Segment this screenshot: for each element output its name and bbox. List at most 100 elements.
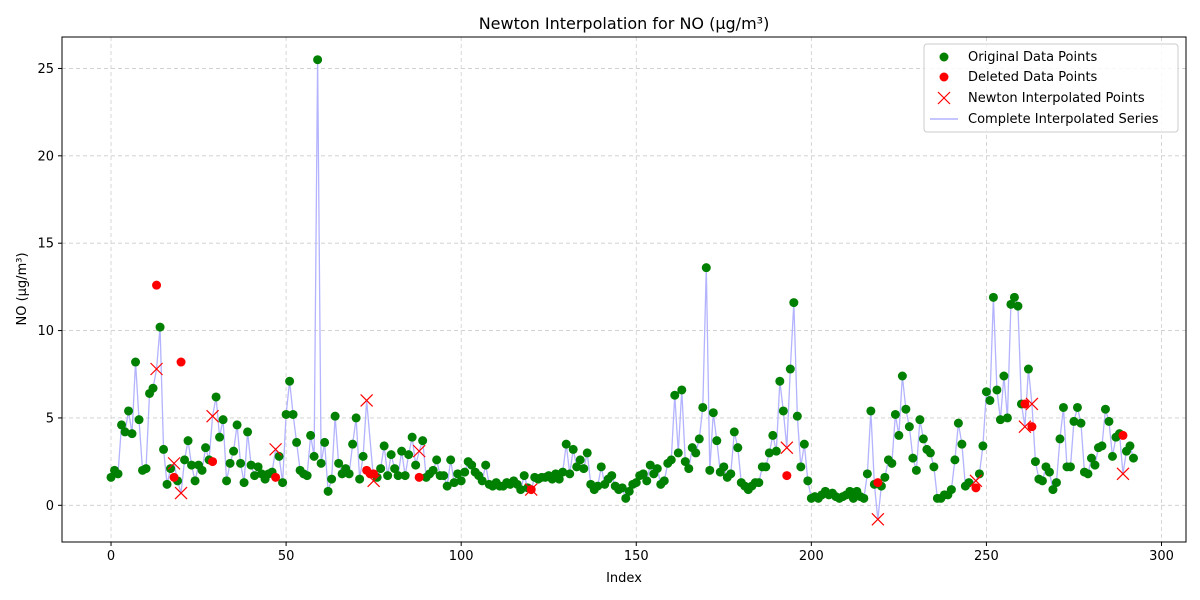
original-data-point: [925, 448, 935, 458]
original-data-point: [229, 446, 239, 456]
newton-interpolated-point: [367, 474, 381, 488]
interpolated-x-stroke: [174, 486, 188, 500]
original-data-point: [1055, 434, 1065, 444]
original-data-point: [803, 476, 813, 486]
original-data-point: [652, 464, 662, 474]
original-data-point: [1006, 299, 1016, 309]
newton-interpolated-point: [269, 442, 283, 456]
original-data-point: [778, 406, 788, 416]
original-data-point: [225, 458, 235, 468]
original-data-point: [449, 478, 459, 488]
original-data-point: [729, 427, 739, 437]
original-data-point: [243, 427, 253, 437]
original-data-point: [789, 298, 799, 308]
x-axis-label: Index: [606, 571, 642, 586]
original-data-point: [292, 437, 302, 447]
original-data-point: [127, 429, 137, 439]
original-data-point: [327, 474, 337, 484]
original-data-point: [985, 395, 995, 405]
original-data-point: [1030, 457, 1040, 467]
original-data-point: [460, 467, 470, 477]
original-data-point: [719, 462, 729, 472]
original-data-point: [358, 451, 368, 461]
original-data-point: [190, 476, 200, 486]
legend-deleted-label: Deleted Data Points: [968, 70, 1098, 85]
original-data-point: [1051, 478, 1061, 488]
original-data-point: [677, 385, 687, 395]
deleted-data-point: [1020, 399, 1030, 409]
newton-interpolated-point: [167, 456, 181, 470]
original-data-point: [428, 465, 438, 475]
original-data-point: [166, 464, 176, 474]
original-data-point: [1058, 402, 1068, 412]
original-data-point: [1128, 453, 1138, 463]
original-data-point: [1125, 441, 1135, 451]
legend-deleted-marker: [939, 72, 949, 82]
interpolated-x-stroke: [1018, 420, 1032, 434]
original-data-point: [477, 476, 487, 486]
original-data-point: [285, 376, 295, 386]
original-data-point: [278, 478, 288, 488]
deleted-data-point: [271, 472, 281, 482]
original-data-point: [446, 455, 456, 465]
original-data-point: [379, 441, 389, 451]
original-data-point: [572, 462, 582, 472]
original-data-point: [316, 458, 326, 468]
original-data-point: [565, 469, 575, 479]
original-data-point: [890, 409, 900, 419]
original-data-point: [453, 469, 463, 479]
original-data-point: [250, 471, 260, 481]
newton-interpolated-point: [524, 483, 538, 497]
original-data-point: [1072, 402, 1082, 412]
original-data-point: [344, 469, 354, 479]
original-data-point: [348, 439, 358, 449]
original-data-point: [201, 443, 211, 453]
x-tick-label: 50: [278, 549, 295, 564]
original-data-point: [771, 446, 781, 456]
y-tick-label: 15: [37, 237, 54, 252]
original-data-point: [397, 446, 407, 456]
original-data-point: [1107, 451, 1117, 461]
plot-layer: [106, 55, 1138, 526]
original-data-point: [978, 441, 988, 451]
deleted-data-point: [152, 280, 162, 290]
original-data-point: [481, 460, 491, 470]
original-data-point: [418, 436, 428, 446]
original-data-point: [215, 432, 225, 442]
legend-original-label: Original Data Points: [968, 50, 1097, 65]
original-data-point: [911, 465, 921, 475]
original-data-point: [691, 448, 701, 458]
original-data-point: [306, 430, 316, 440]
original-data-point: [908, 453, 918, 463]
interpolated-x-stroke: [367, 474, 381, 488]
original-data-point: [607, 471, 617, 481]
original-data-point: [407, 432, 417, 442]
deleted-data-point: [169, 472, 179, 482]
original-data-point: [866, 406, 876, 416]
original-data-point: [1090, 460, 1100, 470]
original-data-point: [106, 472, 116, 482]
original-data-point: [155, 322, 165, 332]
original-data-point: [281, 409, 291, 419]
original-data-point: [575, 455, 585, 465]
original-data-point: [642, 476, 652, 486]
original-data-point: [764, 448, 774, 458]
original-data-point: [162, 479, 172, 489]
original-data-point: [519, 471, 529, 481]
original-data-point: [659, 476, 669, 486]
original-data-point: [712, 436, 722, 446]
plot-frame: [61, 36, 1187, 543]
original-data-point: [197, 465, 207, 475]
original-data-point: [558, 467, 568, 477]
original-data-point: [785, 364, 795, 374]
original-data-point: [673, 448, 683, 458]
original-data-point: [999, 371, 1009, 381]
interpolated-x-stroke: [524, 483, 538, 497]
original-data-point: [222, 476, 232, 486]
original-data-point: [351, 413, 361, 423]
original-data-point: [957, 439, 967, 449]
original-data-point: [131, 357, 141, 367]
newton-interpolated-point: [1018, 420, 1032, 434]
original-data-point: [799, 439, 809, 449]
